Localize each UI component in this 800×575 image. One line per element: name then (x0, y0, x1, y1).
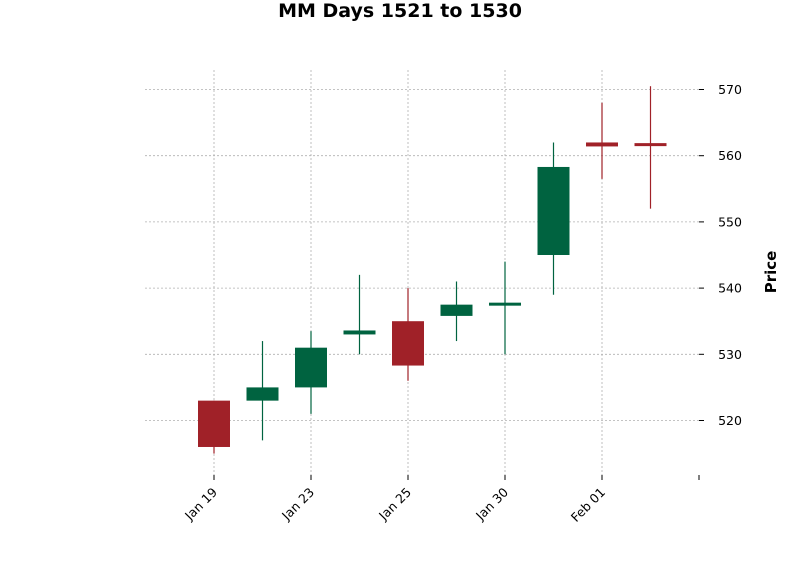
candle (246, 341, 279, 441)
y-tick-label: 530 (718, 347, 742, 362)
x-tick-label: Jan 19 (181, 484, 220, 523)
candle (440, 281, 473, 342)
candle-body (246, 387, 279, 401)
candle-body (537, 166, 570, 255)
y-tick-label: 570 (718, 82, 742, 97)
candle-body (489, 302, 521, 306)
candle (537, 142, 570, 295)
y-axis-title: Price (762, 251, 780, 294)
candle-body (343, 330, 376, 335)
candle-layer (198, 86, 667, 454)
axis-layer: 520 530 540 550 560 570 Jan 19 Jan 23 Jan 25 Jan … (181, 82, 742, 525)
chart-title: MM Days 1521 to 1530 (278, 0, 522, 22)
candle (392, 288, 424, 381)
y-tick-label: 560 (718, 148, 742, 163)
candle-body (586, 142, 618, 147)
y-tick-label: 540 (718, 281, 742, 296)
candle-body (440, 304, 473, 316)
x-tick-label: Jan 25 (375, 485, 414, 524)
candle (343, 274, 376, 355)
y-tick-label: 520 (718, 413, 742, 428)
candle-body (198, 400, 230, 447)
candle-body (392, 321, 424, 366)
candle (198, 400, 230, 454)
candle-body (295, 347, 327, 388)
candle (634, 86, 667, 209)
x-tick-label: Feb 01 (568, 485, 608, 525)
candle-body (634, 143, 667, 147)
candle (586, 102, 618, 179)
x-tick-label: Jan 30 (472, 484, 511, 523)
y-tick-label: 550 (718, 214, 742, 229)
candle (295, 331, 327, 414)
x-tick-label: Jan 23 (278, 485, 317, 524)
candle (489, 261, 521, 355)
